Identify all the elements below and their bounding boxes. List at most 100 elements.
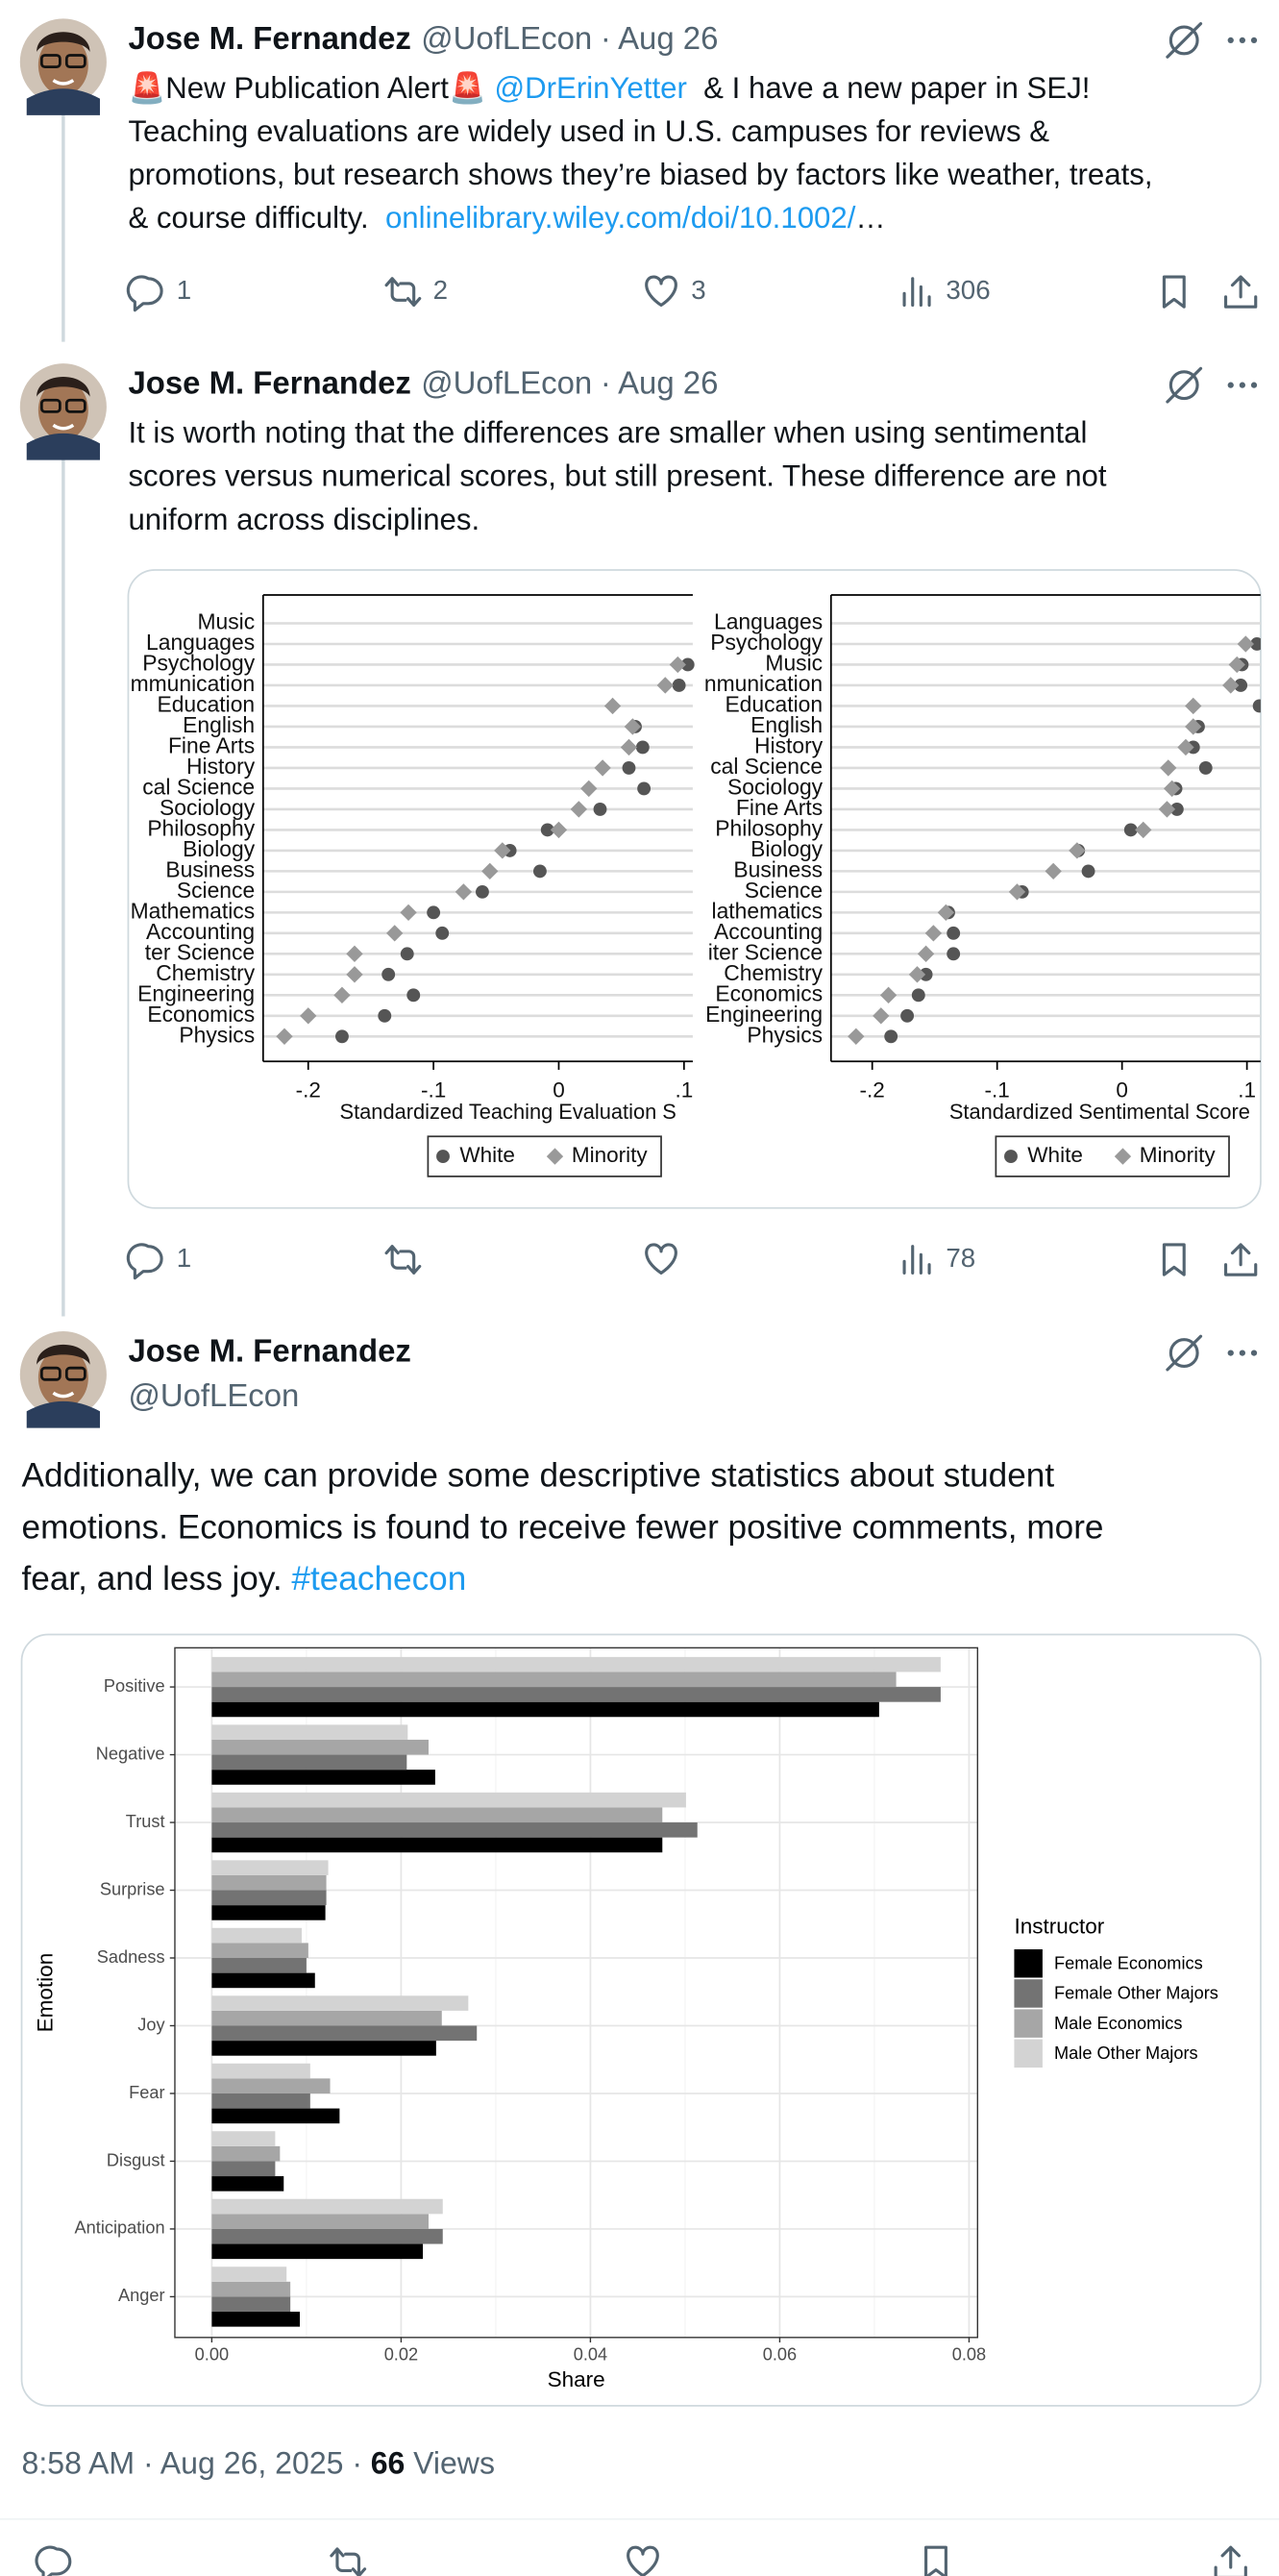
repost-button[interactable]	[384, 277, 422, 308]
legend-key	[1014, 1979, 1043, 2008]
more-button[interactable]	[1227, 1350, 1258, 1356]
marker	[593, 802, 607, 816]
marker	[532, 864, 547, 879]
author-name[interactable]: Jose M. Fernandez	[128, 364, 410, 400]
marker	[620, 738, 638, 756]
bar	[211, 2176, 284, 2192]
category-label: cal Science	[710, 754, 823, 779]
category-label: Anticipation	[75, 2218, 165, 2238]
category-label: English	[183, 712, 255, 737]
category-label: Science	[177, 878, 255, 903]
x-tick-label: .1	[1238, 1077, 1256, 1102]
bar	[211, 1874, 327, 1891]
legend-key	[546, 1148, 564, 1165]
bar	[211, 1656, 941, 1672]
link[interactable]: onlinelibrary.wiley.com/doi/10.1002/	[385, 201, 856, 235]
reply-button[interactable]	[126, 275, 163, 312]
x-tick-label: -.1	[421, 1077, 446, 1102]
marker	[911, 988, 925, 1003]
bar	[211, 1927, 302, 1944]
text-run: …	[855, 201, 885, 235]
marker	[672, 679, 686, 692]
marker	[1045, 862, 1062, 880]
link[interactable]: @DrErinYetter	[494, 71, 686, 105]
more-button[interactable]	[1227, 37, 1258, 44]
x-tick-label: 0.06	[763, 2345, 797, 2365]
repost-button[interactable]	[384, 1245, 422, 1275]
category-label: Languages	[146, 630, 255, 655]
views-button[interactable]	[902, 277, 931, 308]
tweet-text-line: Additionally, we can provide some descri…	[22, 1457, 1055, 1495]
marker	[884, 1029, 898, 1044]
views-button[interactable]	[902, 1245, 931, 1275]
x-tick-label: 0.02	[384, 2345, 418, 2365]
text-run: It is worth noting that the differences …	[128, 416, 1087, 450]
bookmark-button[interactable]	[924, 2545, 947, 2576]
grok-button[interactable]	[1166, 366, 1203, 404]
text-run: uniform across disciplines.	[128, 503, 480, 536]
marker	[680, 657, 695, 672]
marker	[908, 966, 926, 983]
category-label: Fear	[129, 2083, 164, 2102]
marker	[381, 967, 396, 981]
marker	[919, 967, 933, 981]
tweet-text-line: uniform across disciplines.	[128, 503, 480, 536]
view-count: 66	[371, 2446, 406, 2481]
legend-label: White	[459, 1143, 515, 1167]
category-label: Engineering	[705, 1002, 823, 1027]
reply-button[interactable]	[35, 2545, 72, 2576]
repost-button[interactable]	[330, 2547, 367, 2576]
bar	[211, 2198, 443, 2215]
marker	[1123, 823, 1138, 837]
marker	[1163, 780, 1181, 798]
author-name[interactable]: Jose M. Fernandez	[128, 20, 410, 56]
category-label: Music	[765, 651, 823, 676]
post-time[interactable]: 8:58 AM · Aug 26, 2025 ·	[22, 2446, 363, 2481]
more-button[interactable]	[1227, 382, 1258, 388]
author-handle[interactable]: @UofLEcon	[421, 364, 592, 400]
grok-button[interactable]	[1166, 22, 1203, 59]
post-date[interactable]: · Aug 26	[601, 20, 719, 56]
category-label: lathematics	[712, 898, 824, 923]
like-button[interactable]	[627, 2545, 659, 2576]
like-button[interactable]	[645, 1243, 677, 1275]
author-name[interactable]: Jose M. Fernandez	[128, 1332, 410, 1368]
tweet-text-line: emotions. Economics is found to receive …	[22, 1509, 1104, 1547]
media-card[interactable]	[127, 569, 1262, 1209]
bar	[211, 2093, 310, 2109]
share-button[interactable]	[1223, 275, 1258, 309]
bar	[211, 2228, 443, 2244]
bookmark-button[interactable]	[1162, 275, 1186, 309]
bookmark-button[interactable]	[1162, 1243, 1186, 1276]
x-tick-label: -.1	[985, 1077, 1010, 1102]
avatar[interactable]	[18, 16, 109, 117]
avatar[interactable]	[18, 1329, 109, 1430]
share-button[interactable]	[1223, 1243, 1258, 1276]
marker	[879, 986, 898, 1003]
legend-label: Male Economics	[1054, 2014, 1182, 2033]
category-label: Biology	[750, 836, 824, 861]
author-handle[interactable]: @UofLEcon	[421, 20, 592, 56]
marker	[276, 1028, 293, 1045]
text-run: Additionally, we can provide some descri…	[22, 1457, 1055, 1495]
reply-button[interactable]	[126, 1243, 163, 1280]
marker	[476, 884, 489, 899]
category-label: mmunication	[131, 671, 256, 696]
author-handle[interactable]: @UofLEcon	[128, 1377, 299, 1413]
category-label: Sociology	[160, 795, 256, 820]
link[interactable]: #teachecon	[291, 1560, 466, 1598]
avatar[interactable]	[18, 361, 109, 462]
post-date[interactable]: · Aug 26	[601, 364, 719, 400]
category-label: Sociology	[727, 774, 824, 799]
legend-box	[995, 1135, 1230, 1177]
share-button[interactable]	[1214, 2545, 1247, 2576]
marker	[427, 905, 441, 920]
grok-button[interactable]	[1166, 1334, 1203, 1372]
category-label: cal Science	[142, 774, 255, 799]
category-label: History	[754, 732, 824, 757]
marker	[947, 926, 961, 940]
category-label: Sadness	[97, 1947, 165, 1967]
category-label: Science	[745, 878, 823, 903]
like-button[interactable]	[645, 275, 677, 308]
marker	[1234, 679, 1248, 692]
